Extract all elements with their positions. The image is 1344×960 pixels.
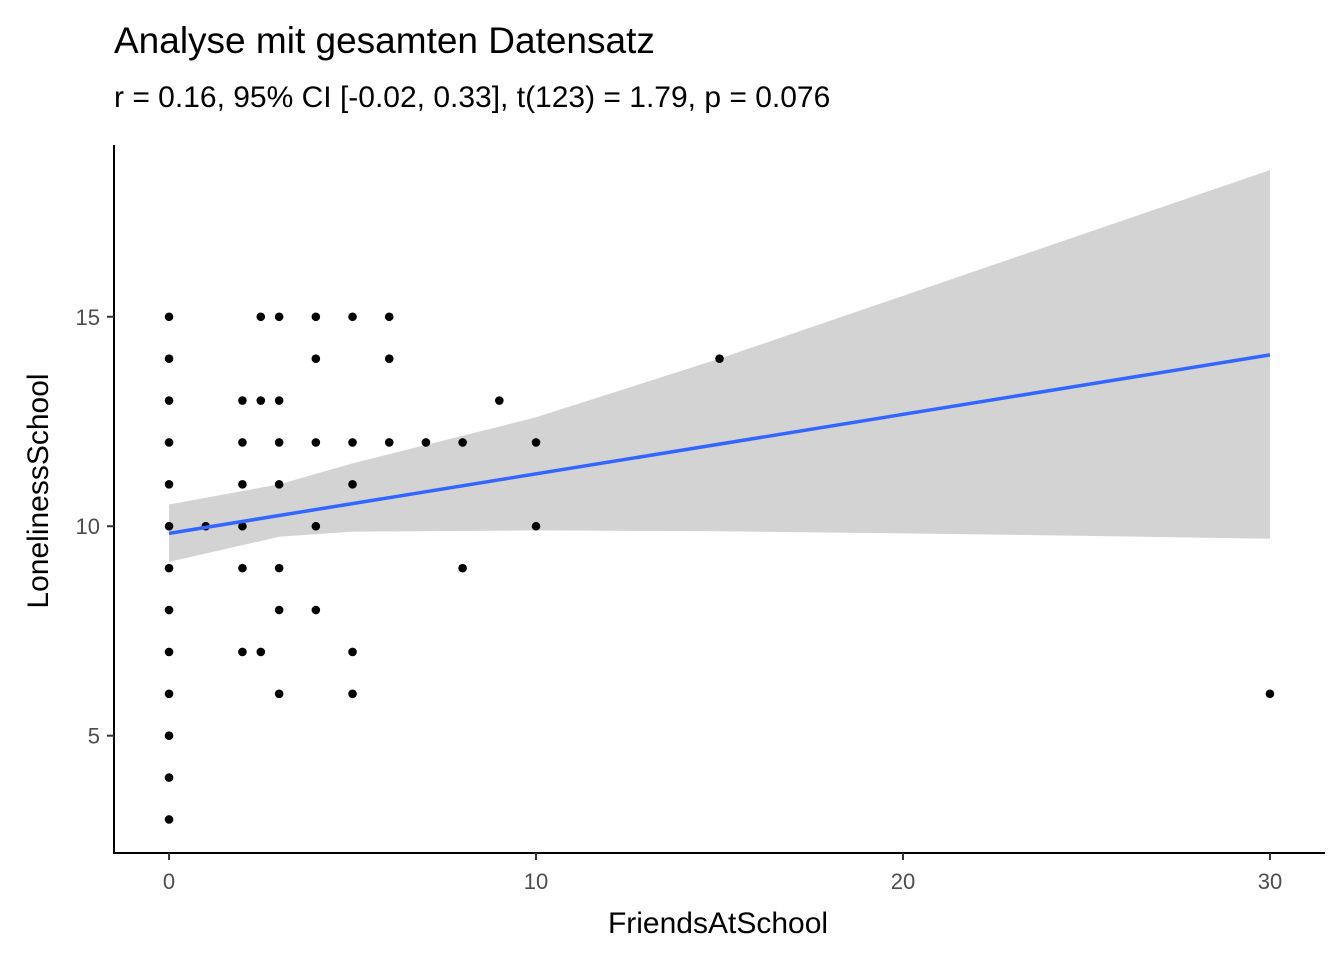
data-point: [164, 731, 174, 740]
data-point: [348, 689, 357, 699]
data-point: [274, 438, 284, 447]
data-point: [238, 647, 247, 657]
data-point: [384, 354, 394, 363]
data-point: [311, 354, 321, 363]
data-point: [238, 438, 247, 447]
data-point: [164, 354, 174, 363]
y-tick-label: 10: [76, 514, 100, 539]
regression-line-path: [168, 353, 1271, 536]
regression-line: [168, 353, 1271, 536]
data-point: [311, 438, 321, 447]
confidence-band: [169, 170, 1270, 562]
x-tick-label: 30: [1258, 869, 1282, 894]
data-point: [348, 647, 357, 657]
data-point: [238, 396, 247, 405]
data-point: [495, 396, 504, 405]
data-point: [164, 563, 174, 573]
ci-band-area: [169, 170, 1270, 562]
data-point: [256, 312, 266, 322]
data-point: [311, 605, 321, 615]
data-point: [348, 438, 357, 447]
data-point: [531, 521, 541, 531]
data-point: [164, 521, 174, 531]
data-point: [164, 647, 174, 657]
axes: 0 10 20 30 5 10 15: [76, 145, 1325, 894]
data-point: [531, 438, 541, 447]
data-point: [256, 396, 266, 405]
data-point: [384, 312, 394, 322]
x-tick-label: 10: [524, 869, 548, 894]
data-point: [384, 438, 394, 447]
data-point: [164, 438, 174, 447]
data-point: [164, 773, 174, 782]
data-point: [715, 354, 724, 363]
x-tick-label: 0: [163, 869, 175, 894]
data-point: [164, 396, 174, 405]
data-point: [274, 605, 284, 615]
chart-title: Analyse mit gesamten Datensatz: [114, 20, 655, 61]
data-point: [164, 480, 174, 489]
chart-subtitle: r = 0.16, 95% CI [-0.02, 0.33], t(123) =…: [114, 81, 830, 114]
data-point: [164, 312, 174, 322]
data-point: [164, 815, 174, 824]
data-point: [164, 605, 174, 615]
data-point: [1265, 689, 1275, 699]
data-point: [311, 521, 321, 531]
data-point: [458, 438, 467, 447]
x-axis-title: FriendsAtSchool: [608, 907, 828, 940]
data-point: [238, 480, 247, 489]
data-point: [458, 563, 467, 573]
x-tick-label: 20: [891, 869, 915, 894]
data-point: [274, 480, 284, 489]
data-point: [164, 689, 174, 699]
data-point: [348, 312, 357, 322]
data-point: [421, 438, 431, 447]
y-axis-title: LonelinessSchool: [22, 373, 55, 608]
data-point: [274, 563, 284, 573]
data-point: [274, 312, 284, 322]
data-point: [274, 396, 284, 405]
y-tick-label: 15: [76, 305, 100, 330]
y-tick-label: 5: [88, 724, 100, 749]
data-point: [256, 647, 266, 657]
data-point: [238, 521, 247, 531]
data-point: [274, 689, 284, 699]
data-point: [348, 480, 357, 489]
data-point: [311, 312, 321, 322]
data-point: [238, 563, 247, 573]
